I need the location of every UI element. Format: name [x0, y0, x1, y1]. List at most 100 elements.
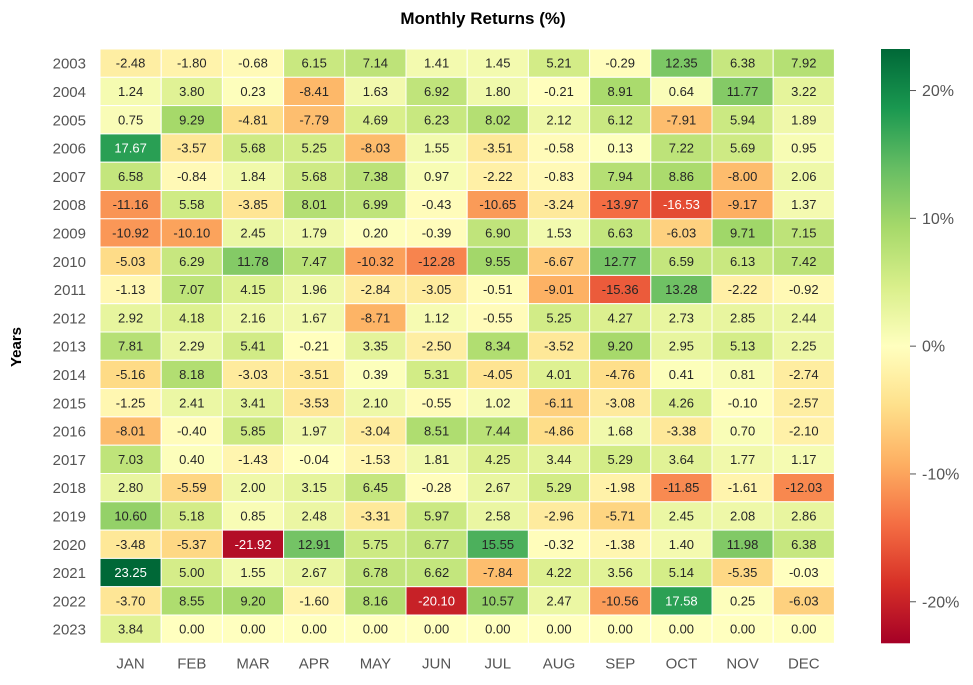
heatmap-cell [466, 161, 529, 191]
cell-value-label: 11.77 [727, 84, 759, 99]
cell-value-label: 2.00 [240, 480, 265, 495]
cell-value-label: -0.10 [728, 395, 758, 410]
cell-value-label: 3.35 [363, 339, 388, 354]
cell-value-label: 0.00 [546, 622, 571, 637]
cell-value-label: 23.25 [114, 565, 147, 580]
heatmap-cell [160, 614, 223, 644]
cell-value-label: -0.92 [789, 282, 819, 297]
cell-value-label: -8.00 [728, 169, 758, 184]
cell-value-label: 0.00 [485, 622, 510, 637]
heatmap-cell [772, 557, 835, 588]
cell-value-label: 0.00 [179, 622, 204, 637]
cell-value-label: 7.15 [791, 225, 816, 240]
heatmap-cell [711, 444, 774, 475]
heatmap-cell [221, 557, 285, 588]
heatmap-cell [405, 557, 468, 588]
cell-value-label: 2.44 [791, 310, 816, 325]
heatmap-cell [344, 614, 407, 644]
cell-value-label: -13.97 [602, 197, 639, 212]
heatmap-cell [344, 76, 407, 107]
heatmap-cell [344, 444, 407, 475]
heatmap-cell-labels: -2.48 -1.80 -0.68 6.15 7.14 1.41 1.45 5.21 -0.29… [112, 56, 822, 637]
cell-value-label: 2.95 [669, 339, 694, 354]
cell-value-label: 6.63 [608, 225, 633, 240]
heatmap-cell [466, 76, 529, 107]
cell-value-label: 1.55 [424, 141, 449, 156]
cell-value-label: 6.23 [424, 112, 449, 127]
heatmap-cell [221, 161, 285, 191]
cell-value-label: 0.95 [791, 141, 816, 156]
cell-value-label: -10.10 [173, 225, 210, 240]
cell-value-label: -4.86 [544, 424, 574, 439]
cell-value-label: -2.22 [728, 282, 758, 297]
cell-value-label: 2.45 [240, 225, 265, 240]
cell-value-label: 6.92 [424, 84, 449, 99]
cell-value-label: 2.29 [179, 339, 204, 354]
heatmap-cell [405, 161, 468, 191]
cell-value-label: 1.77 [730, 452, 755, 467]
cell-value-label: -3.38 [667, 424, 697, 439]
heatmap-cell [772, 444, 835, 475]
cell-value-label: 5.69 [730, 141, 755, 156]
heatmap-cell [527, 190, 591, 220]
heatmap-cell [344, 246, 407, 276]
heatmap-cell [344, 501, 407, 531]
cell-value-label: 2.06 [791, 169, 816, 184]
heatmap-cell [160, 161, 223, 191]
cell-value-label: -3.31 [361, 508, 391, 523]
heatmap-cell [650, 501, 713, 531]
heatmap-cell [99, 161, 162, 191]
x-tick-label: SEP [605, 655, 635, 672]
cell-value-label: -4.76 [605, 367, 635, 382]
heatmap-cell [772, 359, 835, 390]
heatmap-cell [772, 246, 835, 276]
cell-value-label: -6.67 [544, 254, 574, 269]
heatmap-cell [772, 473, 835, 503]
cell-value-label: -0.04 [299, 452, 329, 467]
cell-value-label: 4.27 [608, 310, 633, 325]
y-tick-label: 2011 [54, 282, 86, 299]
heatmap-cell [650, 76, 713, 107]
cell-value-label: 6.58 [118, 169, 143, 184]
cell-value-label: 4.25 [485, 452, 510, 467]
cell-value-label: 5.29 [608, 452, 633, 467]
cell-value-label: 9.29 [179, 112, 204, 127]
heatmap-cell [527, 586, 591, 616]
y-axis-label: Years [8, 327, 25, 367]
cell-value-label: -5.71 [605, 508, 635, 523]
heatmap-cell [283, 133, 346, 163]
y-tick-label: 2004 [53, 84, 86, 101]
cell-value-label: 2.67 [302, 565, 327, 580]
cell-value-label: -7.84 [483, 565, 513, 580]
cell-value-label: 4.26 [669, 395, 694, 410]
cell-value-label: 6.99 [363, 197, 388, 212]
cell-value-label: 1.80 [485, 84, 510, 99]
cell-value-label: 0.20 [363, 225, 388, 240]
cell-value-label: 6.38 [730, 56, 755, 71]
heatmap-cell [344, 218, 407, 248]
cell-value-label: 6.90 [485, 225, 510, 240]
cell-value-label: -3.08 [605, 395, 635, 410]
cell-value-label: -0.51 [483, 282, 513, 297]
cell-value-label: 1.02 [485, 395, 510, 410]
cell-value-label: 2.80 [118, 480, 143, 495]
cell-value-label: 7.47 [302, 254, 327, 269]
cell-value-label: 1.55 [240, 565, 265, 580]
heatmap-cell [405, 359, 468, 390]
cell-value-label: -3.51 [483, 141, 513, 156]
heatmap-cell [99, 246, 162, 276]
cell-value-label: 3.41 [240, 395, 265, 410]
heatmap-cell [650, 303, 713, 333]
heatmap-cell [466, 218, 529, 248]
cell-value-label: 3.84 [118, 622, 143, 637]
heatmap-cell [466, 529, 529, 559]
cell-value-label: 5.29 [546, 480, 571, 495]
y-tick-label: 2003 [53, 56, 86, 73]
heatmap-cell [160, 303, 223, 333]
heatmap-cell [589, 76, 652, 107]
heatmap-cell [650, 444, 713, 475]
heatmap-cell [221, 331, 285, 361]
cell-value-label: 9.20 [608, 339, 633, 354]
cell-value-label: -10.56 [602, 593, 639, 608]
heatmap-cell [527, 331, 591, 361]
